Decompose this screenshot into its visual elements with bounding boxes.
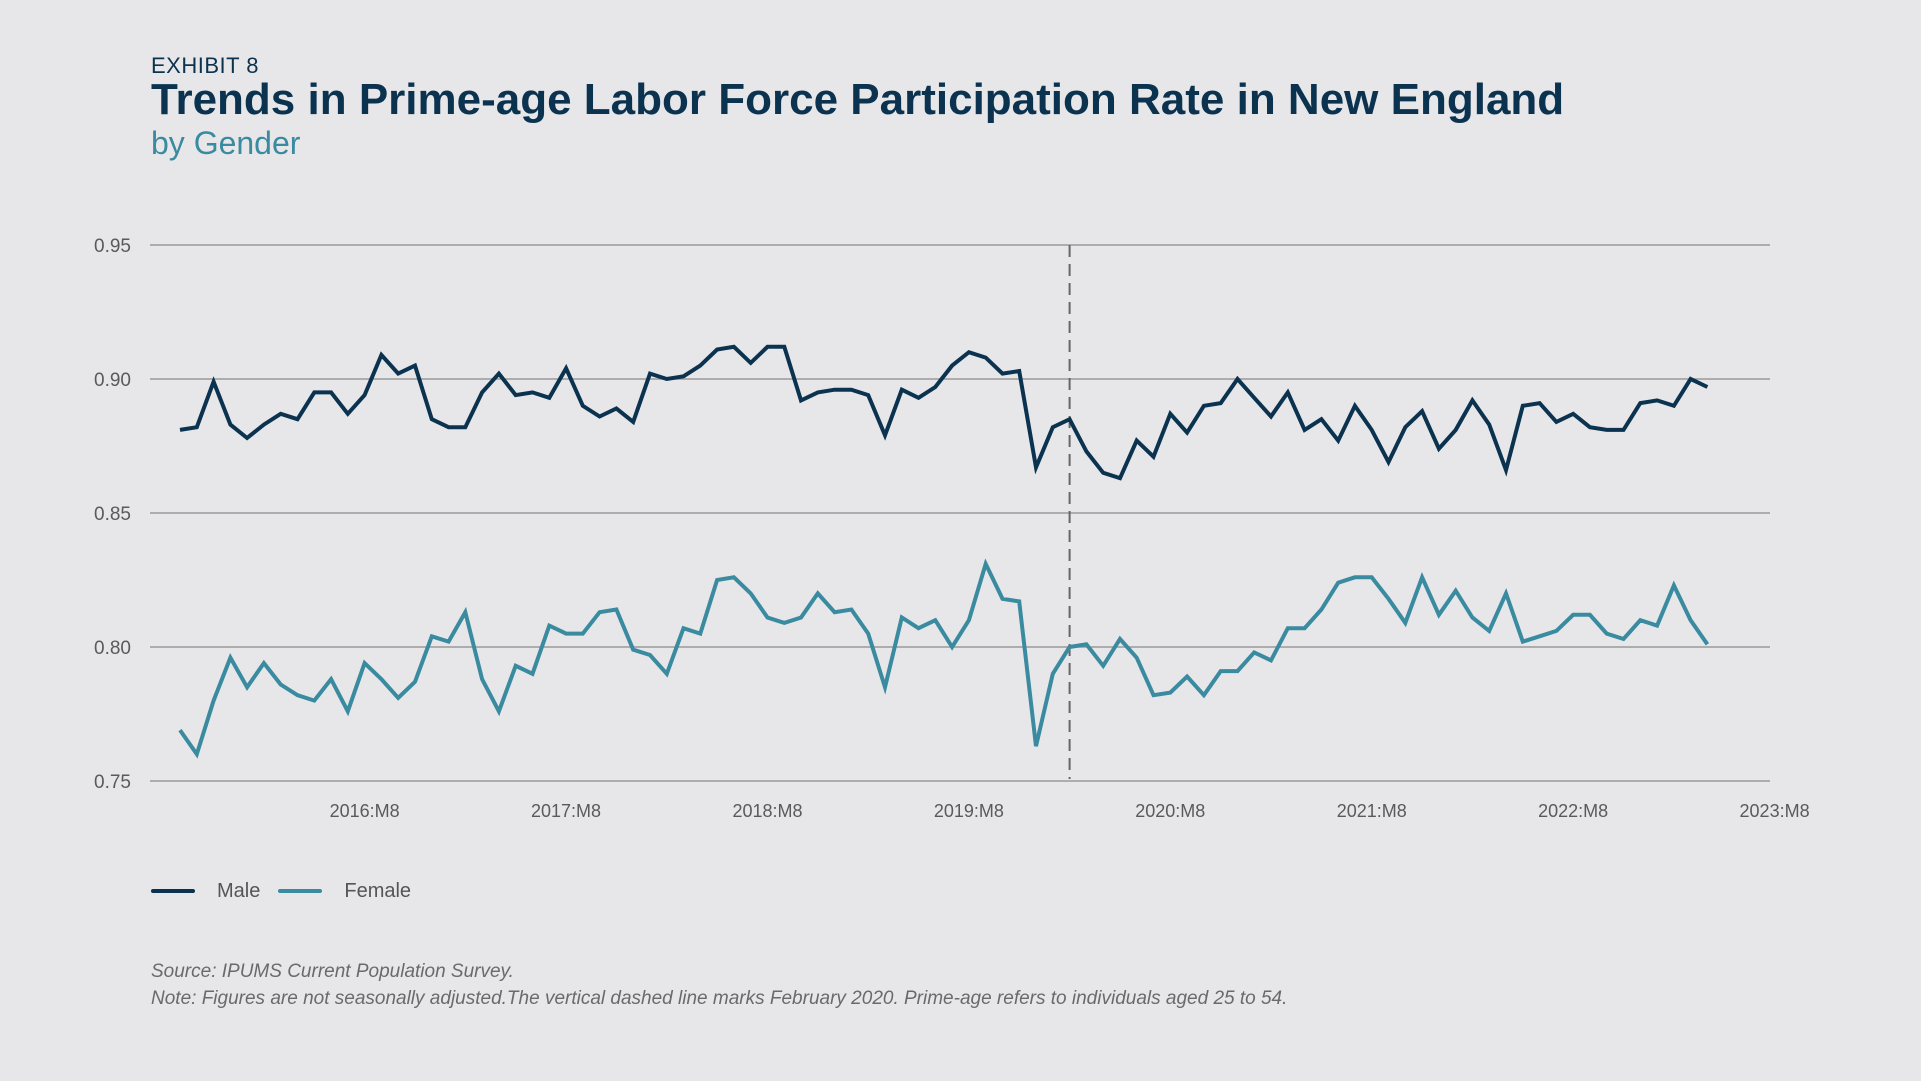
y-tick-label: 0.95 [94,236,131,257]
legend-label-male: Male [217,879,261,902]
series-line-male [179,344,1709,481]
legend-swatch-male [151,889,195,893]
x-tick-label: 2021:M8 [1337,801,1407,821]
x-tick-label: 2020:M8 [1135,801,1205,821]
chart-notes: Source: IPUMS Current Population Survey.… [151,958,1287,1012]
y-tick-label: 0.90 [94,370,131,391]
series-line-female [178,558,1710,759]
chart-subtitle: by Gender [151,125,301,161]
legend-swatch-female [278,889,323,893]
x-tick-label: 2023:M8 [1740,801,1810,821]
exhibit-label: EXHIBIT 8 [151,53,260,78]
legend-item-female: Female [278,880,411,903]
chart-title: Trends in Prime-age Labor Force Particip… [151,75,1565,124]
x-tick-label: 2019:M8 [934,801,1004,821]
x-tick-label: 2022:M8 [1538,801,1608,821]
y-tick-label: 0.75 [94,772,131,793]
footnote: Note: Figures are not seasonally adjuste… [151,988,1288,1009]
x-tick-label: 2017:M8 [531,801,601,821]
source-note: Source: IPUMS Current Population Survey. [151,961,514,982]
x-tick-label: 2018:M8 [732,801,802,821]
y-tick-label: 0.80 [94,638,131,659]
legend: Male Female [151,876,429,906]
legend-item-male: Male [151,880,260,903]
y-tick-label: 0.85 [94,504,131,525]
legend-label-female: Female [344,879,412,902]
x-tick-label: 2016:M8 [330,801,400,821]
